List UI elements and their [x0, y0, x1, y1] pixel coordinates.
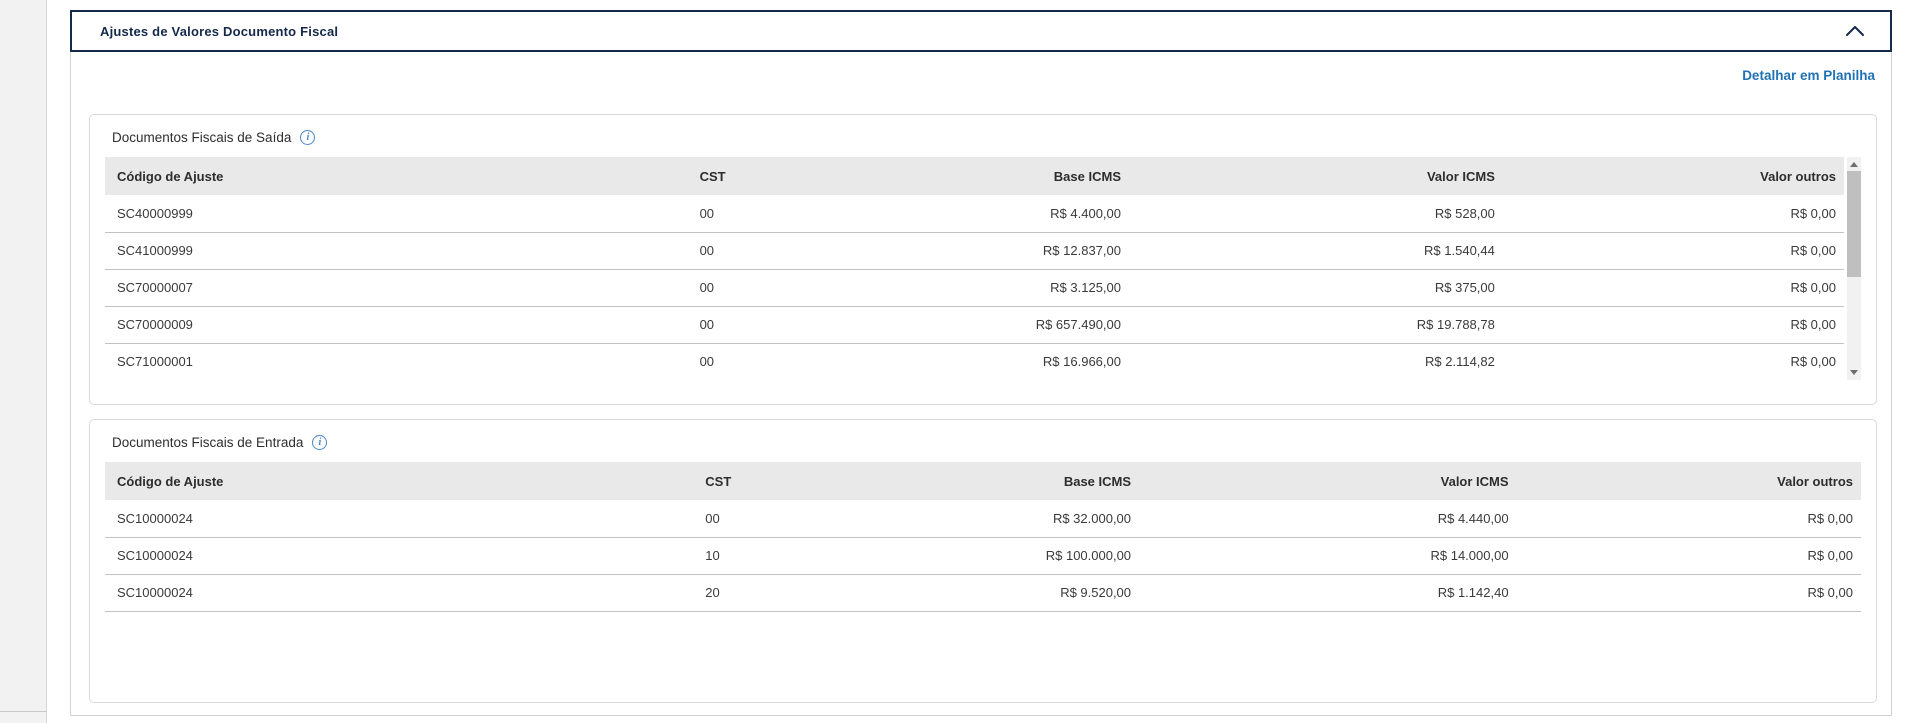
cell-valor-outros: R$ 0,00	[1504, 195, 1844, 233]
expander-header-ajustes[interactable]: Ajustes de Valores Documento Fiscal	[70, 10, 1892, 52]
entrada-table: Código de Ajuste CST Base ICMS Valor ICM…	[105, 462, 1861, 612]
cell-base-icms: R$ 3.125,00	[887, 269, 1131, 307]
card-title-entrada: Documentos Fiscais de Entrada	[112, 435, 304, 450]
cell-codigo-ajuste: SC70000007	[105, 269, 688, 307]
cell-base-icms: R$ 12.837,00	[887, 232, 1131, 270]
cell-valor-outros: R$ 0,00	[1504, 343, 1844, 380]
table-row: SC10000024 20 R$ 9.520,00 R$ 1.142,40 R$…	[105, 574, 1861, 612]
info-icon[interactable]: i	[312, 435, 328, 450]
cell-base-icms: R$ 4.400,00	[887, 195, 1131, 233]
cell-valor-icms: R$ 1.540,44	[1131, 232, 1505, 270]
cell-valor-outros: R$ 0,00	[1518, 500, 1861, 538]
cell-codigo-ajuste: SC70000009	[105, 306, 688, 344]
cell-cst: 10	[693, 537, 896, 575]
chevron-up-icon[interactable]	[1844, 23, 1866, 39]
cell-base-icms: R$ 657.490,00	[887, 306, 1131, 344]
vertical-scrollbar[interactable]	[1847, 157, 1861, 380]
cell-valor-outros: R$ 0,00	[1504, 306, 1844, 344]
cell-base-icms: R$ 32.000,00	[895, 500, 1142, 538]
cell-base-icms: R$ 100.000,00	[895, 537, 1142, 575]
cell-codigo-ajuste: SC40000999	[105, 195, 688, 233]
cell-codigo-ajuste: SC71000001	[105, 343, 688, 380]
cell-cst: 00	[687, 269, 888, 307]
column-header: Valor ICMS	[1141, 462, 1519, 500]
cell-codigo-ajuste: SC10000024	[105, 500, 694, 538]
cell-cst: 00	[687, 343, 888, 380]
gutter-divider	[0, 711, 47, 712]
cell-valor-icms: R$ 14.000,00	[1141, 537, 1519, 575]
column-header: Base ICMS	[895, 462, 1142, 500]
table-row: SC70000007 00 R$ 3.125,00 R$ 375,00 R$ 0…	[105, 269, 1844, 307]
cell-cst: 00	[693, 500, 896, 538]
cell-valor-icms: R$ 19.788,78	[1131, 306, 1505, 344]
cell-valor-icms: R$ 4.440,00	[1141, 500, 1519, 538]
column-header: CST	[693, 462, 896, 500]
cell-valor-outros: R$ 0,00	[1504, 269, 1844, 307]
column-header: Base ICMS	[887, 157, 1131, 195]
column-header: CST	[687, 157, 888, 195]
column-header: Valor ICMS	[1131, 157, 1505, 195]
panel-title: Ajustes de Valores Documento Fiscal	[100, 23, 339, 39]
cell-base-icms: R$ 9.520,00	[895, 574, 1142, 612]
cell-valor-outros: R$ 0,00	[1518, 537, 1861, 575]
cell-valor-icms: R$ 1.142,40	[1141, 574, 1519, 612]
column-header: Valor outros	[1518, 462, 1861, 500]
cell-codigo-ajuste: SC10000024	[105, 574, 694, 612]
cell-cst: 00	[687, 195, 888, 233]
cell-valor-icms: R$ 375,00	[1131, 269, 1505, 307]
cell-valor-icms: R$ 2.114,82	[1131, 343, 1505, 380]
saida-header-row: Código de Ajuste CST Base ICMS Valor ICM…	[105, 157, 1844, 195]
cell-codigo-ajuste: SC41000999	[105, 232, 688, 270]
saida-table: Código de Ajuste CST Base ICMS Valor ICM…	[105, 157, 1844, 380]
column-header: Código de Ajuste	[105, 462, 694, 500]
entrada-header-row: Código de Ajuste CST Base ICMS Valor ICM…	[105, 462, 1861, 500]
table-row: SC71000001 00 R$ 16.966,00 R$ 2.114,82 R…	[105, 343, 1844, 380]
detail-in-spreadsheet-link[interactable]: Detalhar em Planilha	[1742, 68, 1875, 83]
table-row: SC40000999 00 R$ 4.400,00 R$ 528,00 R$ 0…	[105, 195, 1844, 233]
cell-cst: 00	[687, 232, 888, 270]
table-row: SC10000024 00 R$ 32.000,00 R$ 4.440,00 R…	[105, 500, 1861, 538]
scrollbar-thumb[interactable]	[1847, 171, 1861, 277]
app-left-gutter	[0, 0, 47, 723]
expander-content-panel: Detalhar em Planilha Documentos Fiscais …	[70, 52, 1892, 716]
table-row: SC10000024 10 R$ 100.000,00 R$ 14.000,00…	[105, 537, 1861, 575]
cell-base-icms: R$ 16.966,00	[887, 343, 1131, 380]
card-documentos-entrada: Documentos Fiscais de Entrada i Código d…	[89, 419, 1877, 703]
cell-codigo-ajuste: SC10000024	[105, 537, 694, 575]
cell-cst: 00	[687, 306, 888, 344]
scroll-up-arrow-icon[interactable]	[1850, 162, 1858, 167]
scroll-down-arrow-icon[interactable]	[1850, 370, 1858, 375]
table-row: SC41000999 00 R$ 12.837,00 R$ 1.540,44 R…	[105, 232, 1844, 270]
cell-valor-icms: R$ 528,00	[1131, 195, 1505, 233]
card-documentos-saida: Documentos Fiscais de Saída i Código de …	[89, 114, 1877, 405]
column-header: Código de Ajuste	[105, 157, 688, 195]
table-row: SC70000009 00 R$ 657.490,00 R$ 19.788,78…	[105, 306, 1844, 344]
card-title-saida: Documentos Fiscais de Saída	[112, 130, 292, 145]
cell-valor-outros: R$ 0,00	[1504, 232, 1844, 270]
column-header: Valor outros	[1504, 157, 1844, 195]
cell-valor-outros: R$ 0,00	[1518, 574, 1861, 612]
cell-cst: 20	[693, 574, 896, 612]
info-icon[interactable]: i	[300, 130, 316, 145]
